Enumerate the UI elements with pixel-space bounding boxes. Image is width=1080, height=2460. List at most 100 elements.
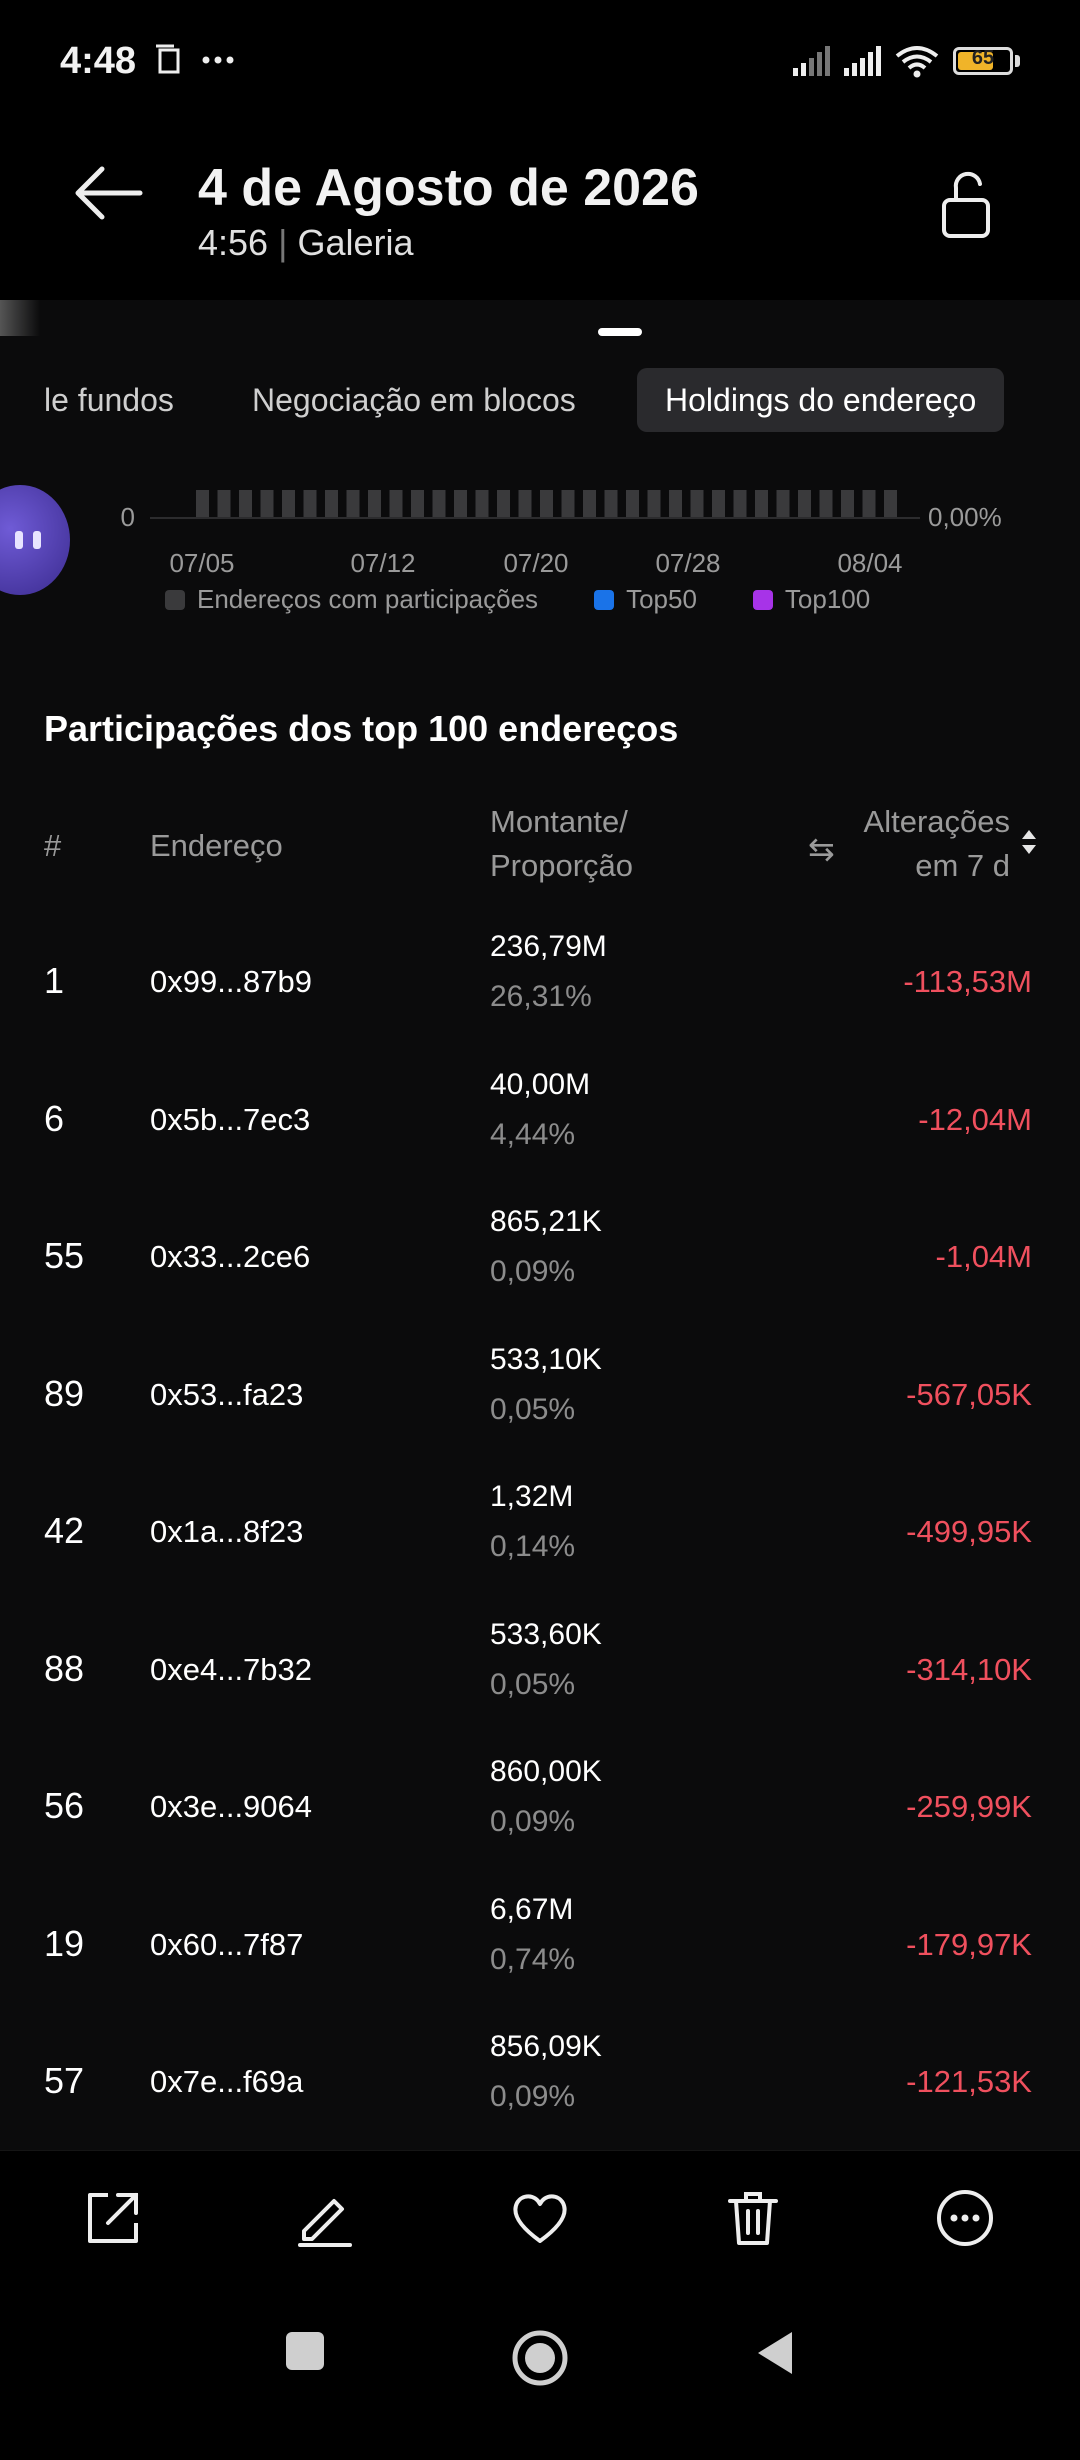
x-tick-label: 07/12 (350, 548, 415, 578)
gallery-toolbar (0, 2150, 1080, 2281)
table-row[interactable]: 88 0xe4...7b32 533,60K 0,05% -314,10K (0, 1608, 1080, 1746)
legend-item[interactable]: Top100 (752, 584, 870, 615)
sort-icon[interactable] (1020, 828, 1038, 856)
source-label: Galeria (297, 222, 414, 263)
change-cell: -314,10K (906, 1651, 1032, 1687)
wifi-icon (895, 46, 939, 78)
address-cell: 0x1a...8f23 (150, 1514, 304, 1549)
battery-tip (1015, 55, 1020, 67)
column-header-change[interactable]: Alterações em 7 d (864, 800, 1010, 888)
rank-cell: 56 (44, 1785, 85, 1826)
table-row[interactable]: 6 0x5b...7ec3 40,00M 4,44% -12,04M (0, 1058, 1080, 1196)
table-row[interactable]: 57 0x7e...f69a 856,09K 0,09% -121,53K (0, 2020, 1080, 2150)
favorite-button[interactable] (505, 2183, 575, 2253)
chart-bar (884, 490, 897, 518)
column-header-rank: # (44, 828, 62, 863)
address-cell: 0x5b...7ec3 (150, 1101, 311, 1137)
chart-bars (196, 490, 897, 518)
status-notification-icons (152, 42, 242, 85)
chart-bar (497, 490, 510, 518)
chart-x-ticks: 07/05 07/12 07/20 07/28 08/04 (169, 548, 902, 578)
change-cell: -179,97K (906, 1926, 1032, 1962)
chart-bar (217, 490, 231, 518)
rank-cell: 57 (44, 2060, 85, 2101)
column-header-address: Endereço (150, 828, 283, 863)
pause-bar-icon (33, 531, 41, 549)
recents-button[interactable] (282, 2328, 328, 2379)
lock-button[interactable] (936, 170, 996, 240)
chart-bar (583, 490, 596, 518)
chart-bar (303, 490, 317, 518)
tab-fundos[interactable]: le fundos (44, 382, 174, 418)
address-cell: 0x53...fa23 (150, 1376, 304, 1412)
more-icon (937, 2190, 993, 2246)
share-icon (88, 2193, 138, 2243)
table-row[interactable]: 56 0x3e...9064 860,00K 0,09% -259,99K (0, 1745, 1080, 1883)
amount-cell: 533,10K (490, 1342, 602, 1376)
page-title: 4 de Agosto de 2026 (198, 159, 699, 217)
delete-button[interactable] (718, 2183, 788, 2253)
chart-bar (798, 490, 811, 518)
legend-swatch (165, 589, 185, 610)
column-header-amount[interactable]: Montante/ Proporção (490, 800, 633, 888)
arrow-left-icon (75, 166, 143, 220)
holdings-mini-chart: 0 0,00% 07/05 07/12 07/20 07/28 08/04 (121, 490, 1002, 578)
tab-address-holdings[interactable]: Holdings do endereço (637, 368, 1005, 432)
chart-bar (626, 490, 639, 518)
tab-block-trading[interactable]: Negociação em blocos (252, 382, 576, 418)
screenshot-content[interactable]: le fundos Negociação em blocos Holdings … (0, 300, 1080, 2150)
copy-notification-icon (156, 44, 234, 74)
legend-item[interactable]: Top50 (594, 584, 697, 615)
table-row[interactable]: 1 0x99...87b9 236,79M 26,31% -113,53M (0, 920, 1080, 1058)
amount-cell: 40,00M (490, 1067, 591, 1101)
page-subtitle: 4:56 | Galeria (198, 222, 414, 264)
column-header-amount-line2: Proporção (490, 848, 634, 883)
legend-item[interactable]: Endereços com participações (165, 584, 538, 615)
chart-bar (561, 490, 575, 518)
home-circle-icon (512, 2330, 568, 2386)
chart-bar (540, 490, 553, 518)
table-row[interactable]: 19 0x60...7f87 6,67M 0,74% -179,97K (0, 1883, 1080, 2021)
chart-bar (239, 490, 252, 518)
chart-bar (368, 490, 381, 518)
table-row[interactable]: 42 0x1a...8f23 1,32M 0,14% -499,95K (0, 1470, 1080, 1608)
chart-bar (475, 490, 489, 518)
back-nav-button[interactable] (752, 2328, 798, 2383)
proportion-cell: 0,74% (490, 1942, 576, 1976)
swap-icon[interactable]: ⇆ (808, 831, 835, 867)
chart-bar (733, 490, 747, 518)
proportion-cell: 0,09% (490, 1255, 576, 1288)
legend-swatch (594, 589, 615, 610)
share-button[interactable] (78, 2183, 148, 2253)
amount-cell: 533,60K (490, 1617, 602, 1651)
chart-y-right-label: 0,00% (928, 502, 1002, 532)
address-cell: 0xe4...7b32 (150, 1651, 313, 1687)
chart-y-left-label: 0 (121, 502, 135, 532)
x-tick-label: 07/20 (503, 548, 568, 578)
triangle-back-icon (758, 2332, 792, 2374)
proportion-cell: 0,05% (490, 1392, 576, 1426)
edit-button[interactable] (290, 2183, 360, 2253)
amount-cell: 865,21K (490, 1205, 602, 1238)
chart-bar (604, 490, 618, 518)
rank-cell: 6 (44, 1097, 65, 1139)
trash-icon (728, 2192, 778, 2245)
table-row[interactable]: 89 0x53...fa23 533,10K 0,05% -567,05K (0, 1333, 1080, 1471)
change-cell: -499,95K (906, 1514, 1032, 1549)
chart-bar (389, 490, 403, 518)
address-cell: 0x99...87b9 (150, 964, 313, 999)
chart-bar (325, 490, 338, 518)
change-cell: -12,04M (918, 1101, 1032, 1137)
proportion-cell: 0,05% (490, 1667, 576, 1701)
chart-bar (862, 490, 876, 518)
amount-cell: 6,67M (490, 1892, 574, 1926)
chart-bar (712, 490, 725, 518)
capture-time: 4:56 (198, 222, 269, 263)
table-row[interactable]: 55 0x33...2ce6 865,21K 0,09% -1,04M (0, 1195, 1080, 1333)
back-button[interactable] (70, 158, 150, 228)
home-button[interactable] (510, 2328, 570, 2393)
section-title: Participações dos top 100 endereços (44, 708, 679, 749)
address-cell: 0x33...2ce6 (150, 1239, 311, 1274)
more-button[interactable] (930, 2183, 1000, 2253)
chart-bar (260, 490, 274, 518)
